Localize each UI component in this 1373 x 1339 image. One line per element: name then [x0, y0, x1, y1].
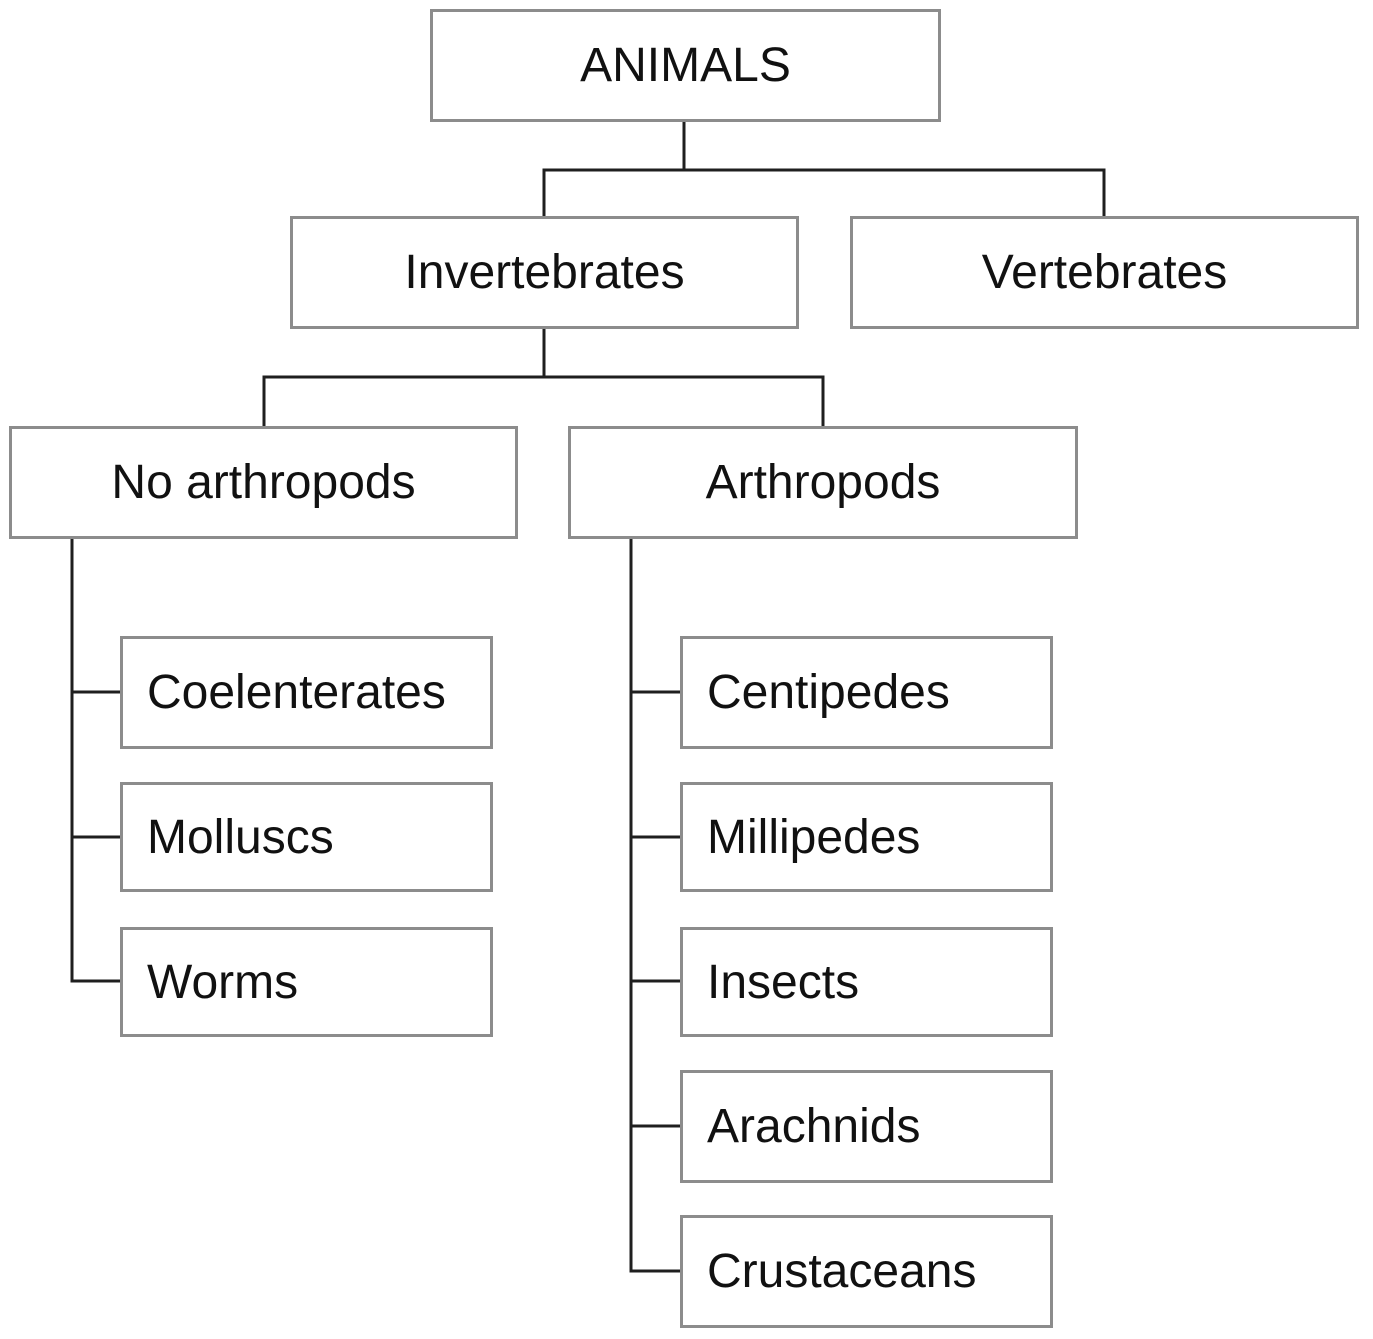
node-insects-label: Insects: [707, 955, 860, 1009]
node-centipedes-label: Centipedes: [707, 666, 950, 719]
node-insects: Insects: [680, 927, 1053, 1037]
node-crustaceans-label: Crustaceans: [707, 1245, 977, 1298]
node-molluscs-label: Molluscs: [147, 810, 334, 864]
node-no-arthropods-label: No arthropods: [111, 456, 416, 509]
node-millipedes-label: Millipedes: [707, 810, 921, 864]
node-molluscs: Molluscs: [120, 782, 493, 892]
connector-no-arthropods-branches: [70, 536, 122, 983]
node-coelenterates-label: Coelenterates: [147, 666, 446, 719]
node-no-arthropods: No arthropods: [9, 426, 518, 539]
node-arachnids-label: Arachnids: [707, 1100, 921, 1153]
node-millipedes: Millipedes: [680, 782, 1053, 892]
node-coelenterates: Coelenterates: [120, 636, 493, 749]
node-centipedes: Centipedes: [680, 636, 1053, 749]
node-animals-label: ANIMALS: [580, 39, 791, 92]
node-invertebrates-label: Invertebrates: [404, 246, 685, 299]
node-invertebrates: Invertebrates: [290, 216, 799, 329]
connector-invertebrates-to-level2: [262, 326, 825, 428]
connector-root-to-level1: [542, 119, 1106, 218]
node-arachnids: Arachnids: [680, 1070, 1053, 1183]
node-vertebrates: Vertebrates: [850, 216, 1359, 329]
node-worms: Worms: [120, 927, 493, 1037]
node-worms-label: Worms: [147, 955, 299, 1009]
node-vertebrates-label: Vertebrates: [981, 246, 1228, 299]
node-crustaceans: Crustaceans: [680, 1215, 1053, 1328]
node-arthropods-label: Arthropods: [705, 456, 941, 509]
connector-arthropods-branches: [629, 536, 682, 1273]
node-animals: ANIMALS: [430, 9, 941, 122]
node-arthropods: Arthropods: [568, 426, 1078, 539]
